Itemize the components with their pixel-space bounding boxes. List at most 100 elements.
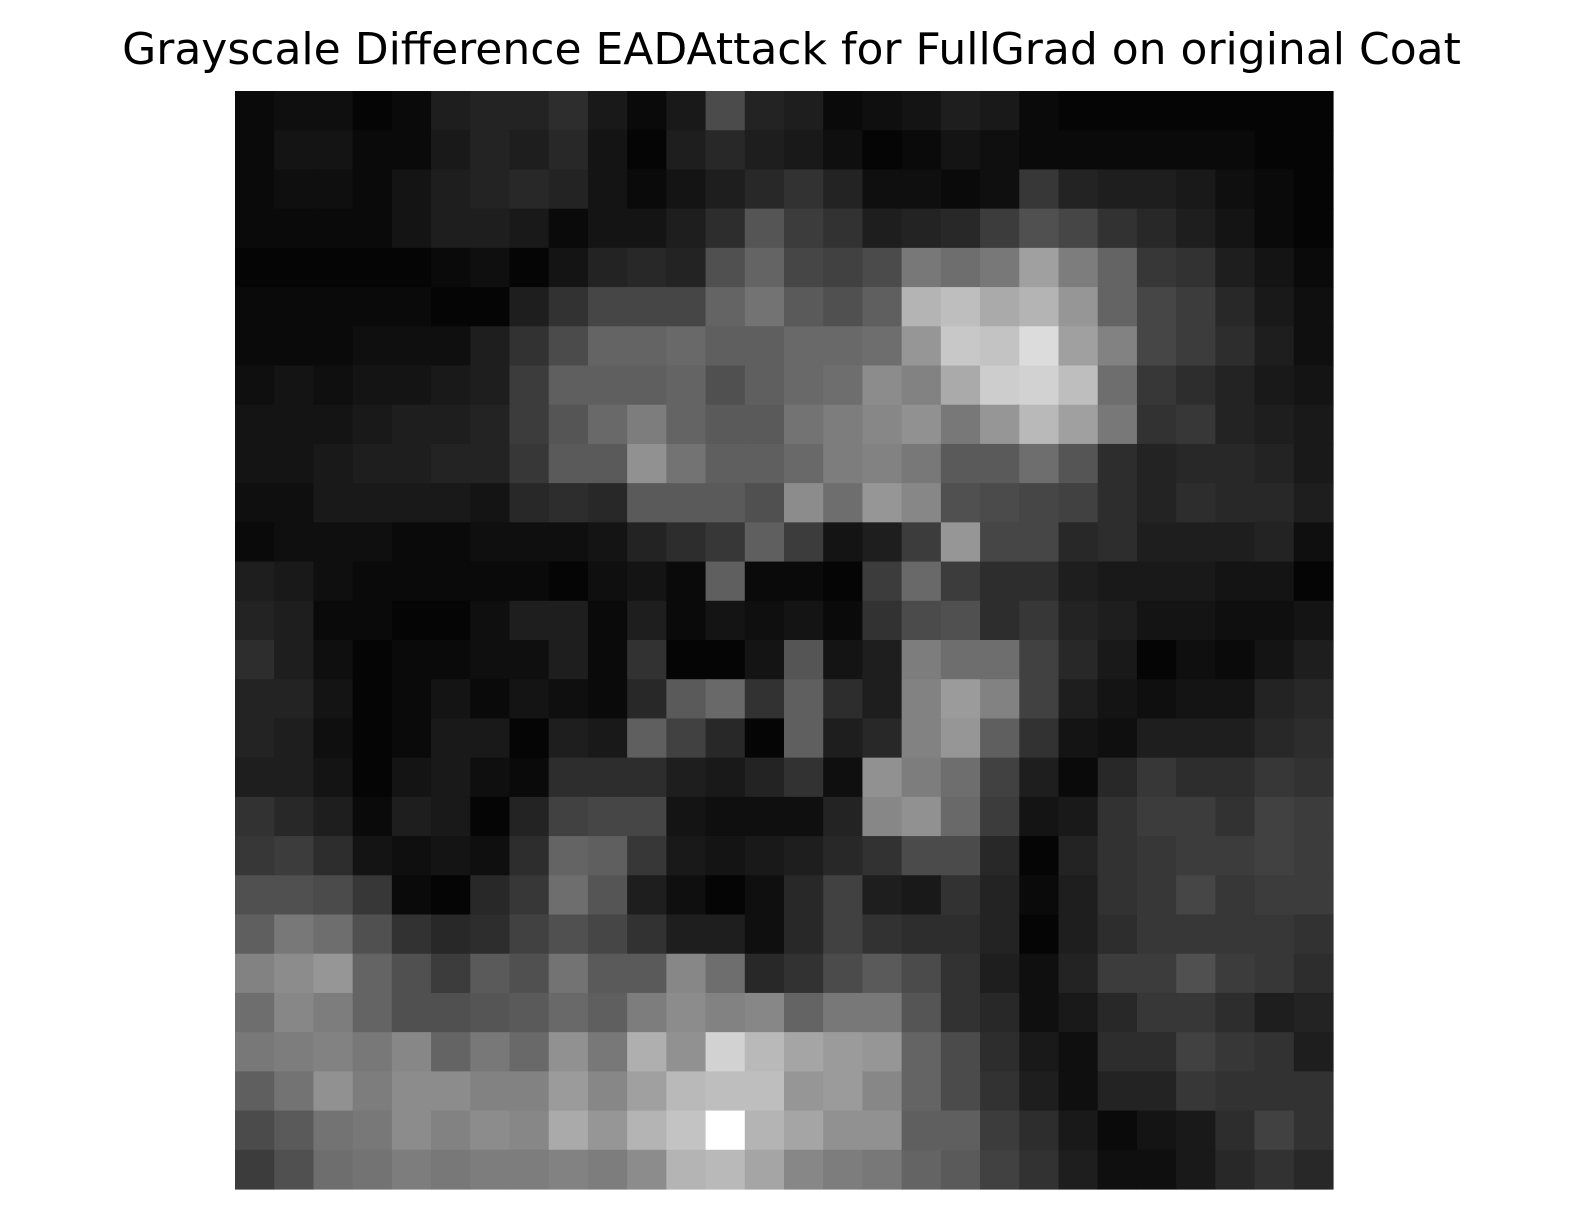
heatmap-cell (274, 483, 315, 523)
heatmap-cell (784, 953, 824, 994)
heatmap-cell (1019, 365, 1060, 406)
heatmap-cell (1215, 992, 1256, 1033)
heatmap-cell (1058, 992, 1099, 1033)
heatmap-cell (1254, 287, 1295, 327)
heatmap-cell (627, 208, 667, 249)
heatmap-cell (1058, 443, 1099, 484)
heatmap-cell (705, 718, 746, 759)
heatmap-cell (1293, 757, 1334, 798)
heatmap-cell (744, 679, 785, 720)
heatmap-cell (1097, 483, 1138, 523)
heatmap-cell (352, 718, 393, 759)
heatmap-cell (980, 836, 1020, 876)
heatmap-cell (509, 169, 550, 210)
heatmap-cell (1097, 1071, 1138, 1112)
heatmap-cell (313, 875, 354, 916)
heatmap-cell (1136, 796, 1177, 837)
heatmap-cell (1254, 1149, 1295, 1190)
heatmap-cell (1058, 91, 1099, 131)
heatmap-cell (431, 600, 471, 641)
heatmap-cell (1136, 875, 1177, 916)
heatmap-cell (1136, 992, 1177, 1033)
heatmap-cell (470, 953, 511, 994)
heatmap-cell (705, 796, 746, 837)
heatmap-cell (1293, 208, 1334, 249)
heatmap-cell (391, 169, 432, 210)
heatmap-cell (274, 600, 315, 641)
heatmap-cell (940, 679, 981, 720)
heatmap-cell (1136, 1149, 1177, 1190)
heatmap-cell (705, 208, 746, 249)
heatmap-cell (1293, 522, 1334, 563)
heatmap-cell (901, 443, 942, 484)
heatmap-cell (1254, 875, 1295, 916)
heatmap-cell (313, 1110, 354, 1151)
heatmap-cell (548, 404, 589, 445)
heatmap-cell (313, 404, 354, 445)
heatmap-cell (352, 757, 393, 798)
heatmap-cell (823, 404, 864, 445)
heatmap-cell (1254, 91, 1295, 131)
heatmap-cell (823, 718, 864, 759)
heatmap-cell (431, 718, 471, 759)
heatmap-cell (901, 718, 942, 759)
heatmap-cell (1293, 247, 1334, 288)
heatmap-cell (509, 561, 550, 602)
heatmap-cell (587, 796, 628, 837)
heatmap-cell (1176, 130, 1216, 171)
heatmap-cell (235, 443, 275, 484)
heatmap-cell (509, 718, 550, 759)
heatmap-cell (1058, 522, 1099, 563)
heatmap-cell (666, 287, 707, 327)
heatmap-cell (940, 91, 981, 131)
heatmap-cell (274, 247, 315, 288)
heatmap-cell (980, 169, 1020, 210)
heatmap-cell (1097, 1032, 1138, 1072)
heatmap-cell (705, 561, 746, 602)
heatmap-cell (352, 640, 393, 680)
heatmap-cell (940, 365, 981, 406)
heatmap-cell (431, 522, 471, 563)
heatmap-cell (1293, 914, 1334, 955)
heatmap-cell (391, 483, 432, 523)
heatmap-cell (509, 875, 550, 916)
heatmap-cell (431, 914, 471, 955)
heatmap-cell (666, 404, 707, 445)
heatmap-cell (274, 953, 315, 994)
heatmap-cell (705, 287, 746, 327)
heatmap-cell (901, 91, 942, 131)
heatmap-cell (352, 914, 393, 955)
heatmap-cell (980, 522, 1020, 563)
heatmap-cell (1058, 1149, 1099, 1190)
heatmap-cell (784, 169, 824, 210)
heatmap-cell (548, 169, 589, 210)
heatmap-cell (587, 757, 628, 798)
heatmap-cell (784, 130, 824, 171)
heatmap-cell (901, 600, 942, 641)
heatmap-cell (587, 718, 628, 759)
heatmap-cell (1058, 326, 1099, 367)
heatmap-cell (352, 953, 393, 994)
heatmap-cell (352, 679, 393, 720)
heatmap-cell (1097, 326, 1138, 367)
heatmap-cell (1293, 561, 1334, 602)
heatmap-cell (940, 1149, 981, 1190)
heatmap-cell (666, 208, 707, 249)
heatmap-cell (627, 169, 667, 210)
heatmap-cell (352, 404, 393, 445)
heatmap-cell (1215, 796, 1256, 837)
heatmap-cell (235, 796, 275, 837)
heatmap-cell (901, 169, 942, 210)
heatmap-cell (1176, 169, 1216, 210)
heatmap-cell (744, 326, 785, 367)
heatmap-cell (744, 875, 785, 916)
heatmap-cell (1293, 836, 1334, 876)
heatmap-cell (274, 522, 315, 563)
heatmap-cell (1058, 561, 1099, 602)
heatmap-cell (431, 326, 471, 367)
heatmap-cell (1136, 326, 1177, 367)
heatmap-cell (1136, 718, 1177, 759)
heatmap-cell (1019, 169, 1060, 210)
heatmap-cell (509, 836, 550, 876)
heatmap-cell (823, 1149, 864, 1190)
